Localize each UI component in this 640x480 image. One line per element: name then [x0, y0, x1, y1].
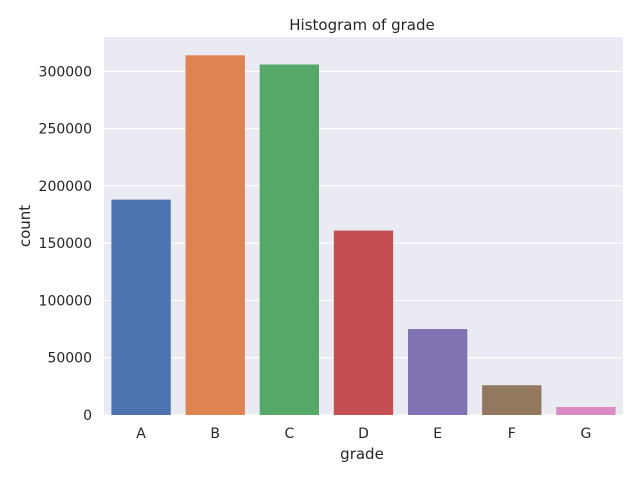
x-tick-label: F	[508, 426, 516, 442]
bar-A	[111, 199, 171, 415]
y-tick-label: 300000	[39, 64, 92, 80]
x-axis-title: grade	[340, 445, 384, 463]
bar-F	[482, 385, 542, 415]
y-tick-label: 50000	[47, 351, 92, 367]
x-tick-label: C	[284, 426, 294, 442]
x-tick-label: D	[358, 426, 369, 442]
bar-D	[333, 230, 394, 415]
y-tick-label: 150000	[39, 236, 92, 252]
x-tick-label: A	[136, 426, 146, 442]
bar-E	[407, 329, 468, 415]
bar-C	[259, 64, 320, 415]
chart-title: Histogram of grade	[289, 16, 434, 34]
y-axis-ticks: 0 50000 100000 150000 200000 250000 300000	[39, 64, 92, 424]
x-tick-label: G	[580, 426, 591, 442]
y-axis-title: count	[16, 205, 34, 247]
y-tick-label: 200000	[39, 179, 92, 195]
bars	[111, 55, 616, 416]
x-tick-label: B	[210, 426, 220, 442]
x-axis-ticks: A B C D E F G	[136, 426, 591, 442]
x-tick-label: E	[433, 426, 442, 442]
bar-B	[185, 55, 245, 416]
bar-G	[556, 406, 616, 415]
y-tick-label: 250000	[39, 122, 92, 138]
y-tick-label: 100000	[39, 293, 92, 309]
y-tick-label: 0	[83, 408, 92, 424]
